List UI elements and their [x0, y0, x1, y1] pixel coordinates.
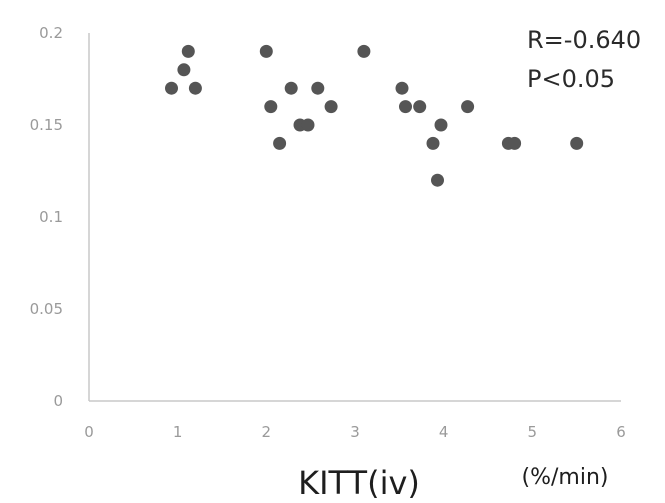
data-point — [273, 136, 287, 150]
data-point — [431, 173, 444, 187]
x-tick-label: 1 — [173, 423, 183, 441]
y-tick-labels: 0 0.05 0.1 0.15 0.2 — [30, 24, 63, 410]
y-tick-label: 0.2 — [39, 24, 63, 42]
x-axis-label: KITT(iv) — [298, 464, 420, 502]
data-point — [399, 100, 412, 114]
p-value-annotation: P<0.05 — [527, 65, 615, 93]
data-point — [395, 81, 409, 95]
data-point — [284, 81, 298, 95]
y-tick-label: 0.05 — [30, 300, 63, 318]
x-tick-label: 0 — [84, 423, 94, 441]
x-tick-label: 3 — [350, 423, 360, 441]
data-point — [570, 136, 584, 150]
data-point — [413, 100, 427, 114]
y-tick-label: 0.1 — [39, 208, 63, 226]
x-axis-unit: (%/min) — [522, 465, 609, 490]
data-point — [177, 63, 191, 77]
x-tick-label: 2 — [262, 423, 272, 441]
data-point — [264, 100, 278, 114]
y-tick-label: 0 — [53, 392, 63, 410]
data-point — [357, 44, 371, 58]
data-point — [426, 136, 440, 150]
data-point — [434, 118, 448, 132]
data-point — [311, 81, 325, 95]
data-points — [165, 44, 584, 187]
axes — [88, 33, 621, 402]
r-value-annotation: R=-0.640 — [527, 26, 641, 54]
data-point — [188, 81, 202, 95]
data-point — [301, 118, 315, 132]
data-point — [508, 136, 522, 150]
x-tick-labels: 0 1 2 3 4 5 6 — [84, 423, 626, 441]
data-point — [181, 44, 195, 58]
x-tick-label: 4 — [439, 423, 449, 441]
x-tick-label: 6 — [616, 423, 626, 441]
y-tick-label: 0.15 — [30, 116, 63, 134]
data-point — [165, 81, 178, 95]
x-tick-label: 5 — [528, 423, 538, 441]
data-point — [259, 44, 273, 58]
data-point — [324, 100, 338, 114]
data-point — [461, 100, 475, 114]
